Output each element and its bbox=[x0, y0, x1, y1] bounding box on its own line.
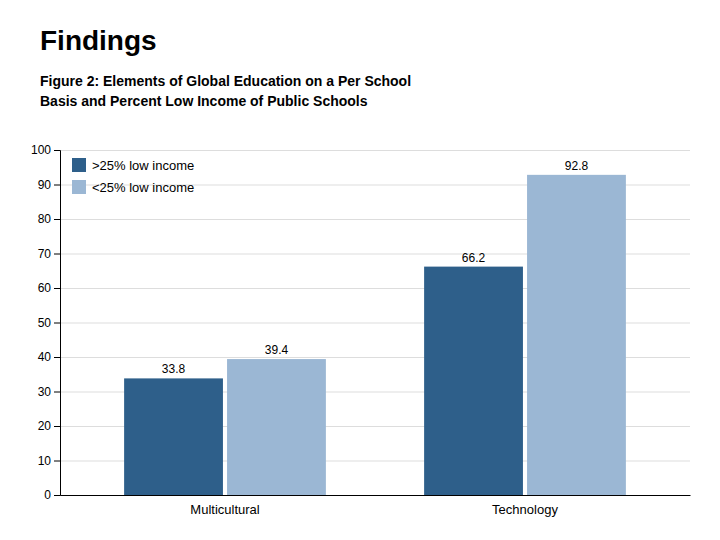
data-label: 92.8 bbox=[565, 159, 589, 173]
y-tick: 50 bbox=[38, 316, 60, 330]
chart-svg: Findings Figure 2: Elements of Global Edu… bbox=[0, 0, 720, 540]
grid-line bbox=[60, 150, 690, 151]
bar bbox=[527, 175, 626, 495]
y-tick: 80 bbox=[38, 212, 60, 226]
y-tick-mark bbox=[54, 461, 60, 462]
bar bbox=[227, 359, 326, 495]
y-tick: 30 bbox=[38, 385, 60, 399]
legend-item: >25% low income bbox=[72, 158, 194, 173]
x-tick-label: Technology bbox=[492, 502, 558, 517]
legend-swatch bbox=[72, 158, 86, 172]
legend: >25% low income <25% low income bbox=[72, 158, 194, 195]
subtitle-line: Figure 2: Elements of Global Education o… bbox=[40, 73, 411, 89]
y-tick: 60 bbox=[38, 281, 60, 295]
y-tick-mark bbox=[54, 392, 60, 393]
grid-tick bbox=[60, 495, 690, 496]
y-tick-label: 60 bbox=[38, 281, 52, 295]
y-tick-mark bbox=[54, 426, 60, 427]
legend-label: <25% low income bbox=[92, 180, 194, 195]
y-tick-mark bbox=[54, 254, 60, 255]
y-axis-line bbox=[54, 151, 61, 496]
x-tick-label: Multicultural bbox=[190, 502, 259, 517]
y-tick: 0 bbox=[44, 488, 60, 502]
subtitle-line: Basis and Percent Low Income of Public S… bbox=[40, 93, 368, 109]
legend-label: >25% low income bbox=[92, 158, 194, 173]
x-tick: Technology bbox=[492, 502, 558, 517]
y-tick: 90 bbox=[38, 178, 60, 192]
y-tick-label: 40 bbox=[38, 350, 52, 364]
title: Findings bbox=[40, 25, 157, 56]
bars bbox=[124, 175, 626, 495]
y-tick-mark bbox=[54, 323, 60, 324]
y-tick-label: 70 bbox=[38, 247, 52, 261]
y-tick-label: 20 bbox=[38, 419, 52, 433]
grid bbox=[60, 151, 690, 496]
x-axis-line bbox=[61, 495, 691, 496]
bar bbox=[424, 267, 523, 495]
y-tick-mark bbox=[54, 495, 60, 496]
y-tick: 10 bbox=[38, 454, 60, 468]
data-labels: 33.8 66.2 39.4 92.8 bbox=[162, 159, 589, 377]
data-label: 66.2 bbox=[462, 251, 486, 265]
y-tick: 70 bbox=[38, 247, 60, 261]
y-tick: 40 bbox=[38, 350, 60, 364]
y-tick-mark bbox=[54, 357, 60, 358]
data-label: 39.4 bbox=[265, 343, 289, 357]
y-axis: 0 10 20 30 40 50 60 70 80 90 100 bbox=[31, 143, 61, 502]
y-tick-label: 80 bbox=[38, 212, 52, 226]
y-tick-mark bbox=[54, 150, 60, 151]
data-label: 33.8 bbox=[162, 362, 186, 376]
bar bbox=[124, 378, 223, 495]
y-tick: 100 bbox=[31, 143, 60, 157]
y-tick-label: 0 bbox=[44, 488, 51, 502]
subtitle: Figure 2: Elements of Global Education o… bbox=[40, 73, 411, 109]
y-tick-label: 50 bbox=[38, 316, 52, 330]
x-axis: Multicultural Technology bbox=[61, 496, 691, 518]
plot: 33.8 66.2 39.4 92.8 0 10 20 30 40 50 60 70 80 90 100 Mu… bbox=[31, 143, 691, 517]
y-tick-label: 30 bbox=[38, 385, 52, 399]
y-tick-mark bbox=[54, 219, 60, 220]
legend-swatch bbox=[72, 180, 86, 194]
y-tick-label: 10 bbox=[38, 454, 52, 468]
y-tick-label: 100 bbox=[31, 143, 51, 157]
x-tick: Multicultural bbox=[190, 502, 259, 517]
legend-item: <25% low income bbox=[72, 180, 194, 195]
y-tick-mark bbox=[54, 288, 60, 289]
grid-tick bbox=[60, 150, 690, 151]
y-tick-mark bbox=[54, 185, 60, 186]
y-tick: 20 bbox=[38, 419, 60, 433]
grid-line bbox=[60, 495, 690, 496]
y-tick-label: 90 bbox=[38, 178, 52, 192]
chart-container: Findings Figure 2: Elements of Global Edu… bbox=[0, 0, 720, 540]
